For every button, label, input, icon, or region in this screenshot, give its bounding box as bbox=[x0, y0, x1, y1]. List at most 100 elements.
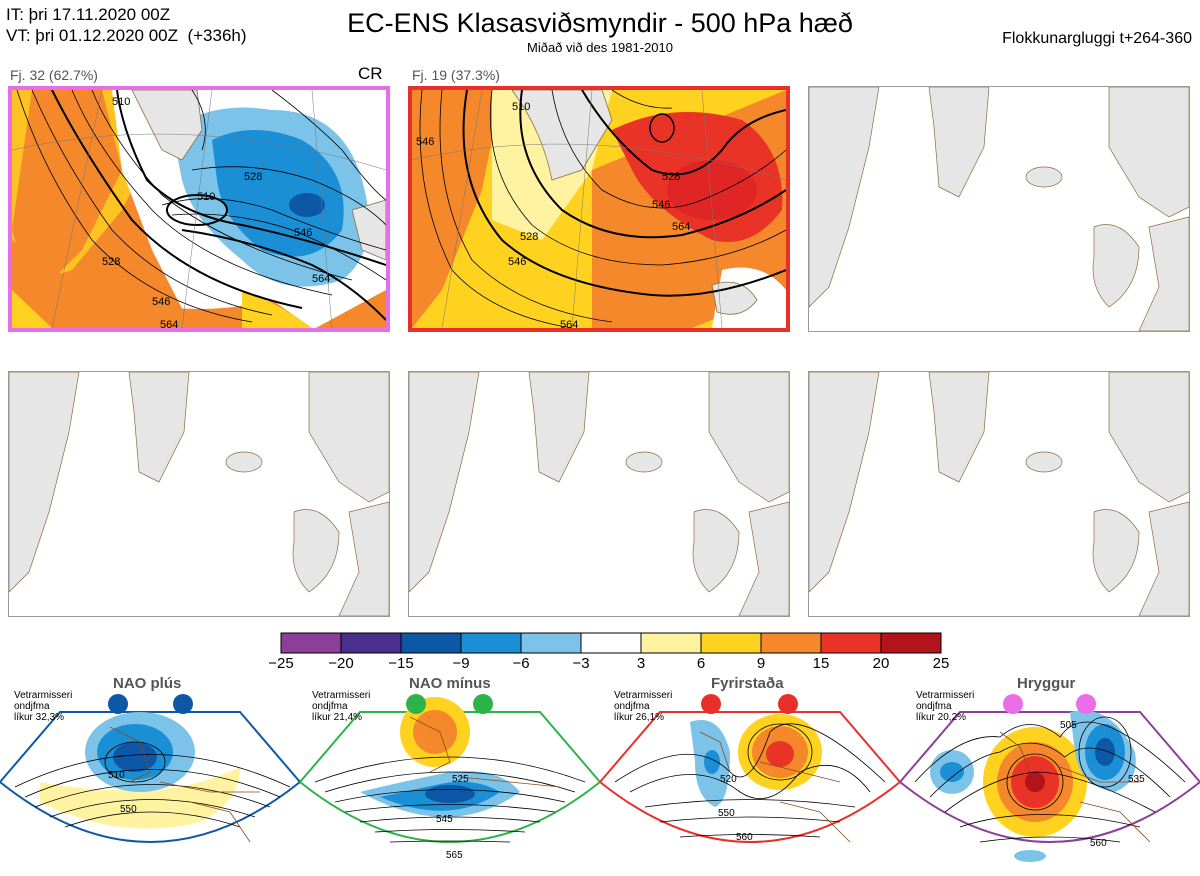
regime-map-3: 520 550 560 bbox=[598, 694, 902, 843]
regime-meta-line: líkur 32,3% bbox=[14, 712, 65, 723]
colorbar-cell bbox=[640, 632, 702, 654]
regime-title: Fyrirstaða bbox=[711, 675, 784, 692]
contour-label: 564 bbox=[160, 319, 178, 328]
regime-meta: Vetrarmisseri ondjfma líkur 21,4% bbox=[312, 690, 370, 723]
cluster-map-panel-3[interactable] bbox=[808, 86, 1190, 332]
cluster-map-panel-1[interactable]: 510 528 546 564 528 546 564 510 bbox=[8, 86, 390, 332]
colorbar-tick-label: −3 bbox=[572, 655, 590, 672]
isoline-label: 565 bbox=[446, 850, 463, 861]
isoline-label: 550 bbox=[718, 808, 735, 819]
contour-label: 546 bbox=[152, 296, 170, 308]
regime-blocking[interactable]: 520 550 560 Fyrirstaða Vetrarmisseri ond… bbox=[598, 672, 902, 871]
regime-meta-line: ondjfma bbox=[614, 701, 650, 712]
regime-nao-minus[interactable]: 525 545 565 NAO mínus Vetrarmisseri ondj… bbox=[298, 672, 602, 871]
contour-label: 564 bbox=[560, 319, 578, 328]
colorbar-cell bbox=[820, 632, 882, 654]
cluster-map-panel-5[interactable] bbox=[408, 371, 790, 617]
regime-title: NAO plús bbox=[113, 675, 182, 692]
contour-label: 528 bbox=[662, 171, 680, 183]
isoline-label: 560 bbox=[736, 832, 753, 843]
contour-label: 510 bbox=[197, 191, 215, 203]
isoline-label: 505 bbox=[1060, 720, 1077, 731]
page-title: EC-ENS Klasasviðsmyndir - 500 hPa hæð bbox=[347, 8, 853, 38]
cluster-map-panel-2[interactable]: 546 528 546 564 510 528 546 564 bbox=[408, 86, 790, 332]
colorbar-cell bbox=[580, 632, 642, 654]
contour-label: 528 bbox=[244, 171, 262, 183]
isoline-label: 520 bbox=[720, 774, 737, 785]
regime-ridge[interactable]: 505 535 560 Hryggur Vetrarmisseri ondjfm… bbox=[898, 672, 1200, 871]
page-subtitle: Miðað við des 1981-2010 bbox=[527, 40, 673, 55]
colorbar-tick-label: −9 bbox=[452, 655, 470, 672]
regime-dot-1 bbox=[406, 694, 426, 714]
colorbar-tick-label: 3 bbox=[636, 655, 646, 672]
regime-dot-1 bbox=[1003, 694, 1023, 714]
regime-meta: Vetrarmisseri ondjfma líkur 26,1% bbox=[614, 690, 672, 723]
regime-dot-1 bbox=[701, 694, 721, 714]
contour-label: 546 bbox=[294, 227, 312, 239]
empty-map-3 bbox=[809, 87, 1189, 331]
colorbar-tick-label: −6 bbox=[512, 655, 530, 672]
colorbar-cell bbox=[400, 632, 462, 654]
regime-title: NAO mínus bbox=[409, 675, 491, 692]
regime-dot-2 bbox=[1076, 694, 1096, 714]
contour-label: 528 bbox=[102, 256, 120, 268]
regime-meta: Vetrarmisseri ondjfma líkur 20,2% bbox=[916, 690, 974, 723]
regime-nao-plus[interactable]: 510 550 NAO plús Vetrarmisseri ondjfma l… bbox=[0, 672, 302, 871]
colorbar bbox=[280, 632, 942, 654]
regime-dot-2 bbox=[778, 694, 798, 714]
it-line: IT: þri 17.11.2020 00Z bbox=[6, 5, 171, 24]
cluster-map-1: 510 528 546 564 528 546 564 510 bbox=[12, 90, 386, 328]
contour-label: 564 bbox=[672, 221, 690, 233]
colorbar-tick-label: 9 bbox=[756, 655, 766, 672]
regime-meta-line: Vetrarmisseri bbox=[916, 690, 975, 701]
classification-window: Flokkunargluggi t+264-360 bbox=[1002, 30, 1192, 47]
colorbar-cell bbox=[760, 632, 822, 654]
isoline-label: 535 bbox=[1128, 774, 1145, 785]
contour-label: 546 bbox=[508, 256, 526, 268]
isoline-label: 525 bbox=[452, 774, 469, 785]
regime-map-2: 525 545 565 bbox=[298, 694, 602, 861]
cluster-map-panel-6[interactable] bbox=[808, 371, 1190, 617]
colorbar-cell bbox=[340, 632, 402, 654]
colorbar-tick-label: −20 bbox=[328, 655, 354, 672]
regime-dot-1 bbox=[108, 694, 128, 714]
panel-1-tag: CR bbox=[358, 64, 383, 83]
colorbar-tick-label: 25 bbox=[932, 655, 950, 672]
regime-meta-line: ondjfma bbox=[916, 701, 952, 712]
regime-dot-2 bbox=[173, 694, 193, 714]
empty-map-4 bbox=[9, 372, 389, 616]
contour-label: 510 bbox=[112, 96, 130, 108]
regime-meta-line: Vetrarmisseri bbox=[614, 690, 673, 701]
regime-meta: Vetrarmisseri ondjfma líkur 32,3% bbox=[14, 690, 72, 723]
colorbar-cell bbox=[460, 632, 522, 654]
colorbar-tick-label: −25 bbox=[268, 655, 294, 672]
colorbar-tick-label: 6 bbox=[696, 655, 706, 672]
contour-label: 510 bbox=[512, 101, 530, 113]
cluster-map-panel-4[interactable] bbox=[8, 371, 390, 617]
contour-label: 546 bbox=[416, 136, 434, 148]
empty-map-6 bbox=[809, 372, 1189, 616]
panel-2-label: Fj. 19 (37.3%) bbox=[412, 67, 500, 83]
isoline-label: 560 bbox=[1090, 838, 1107, 849]
regime-dot-2 bbox=[473, 694, 493, 714]
empty-map-5 bbox=[409, 372, 789, 616]
regime-map-1: 510 550 bbox=[0, 694, 302, 843]
colorbar-tick-label: −15 bbox=[388, 655, 414, 672]
vt-line: VT: þri 01.12.2020 00Z (+336h) bbox=[6, 26, 247, 45]
regime-map-4: 505 535 560 bbox=[898, 694, 1200, 862]
regime-meta-line: líkur 20,2% bbox=[916, 712, 967, 723]
colorbar-cell bbox=[520, 632, 582, 654]
regime-meta-line: líkur 26,1% bbox=[614, 712, 665, 723]
isoline-label: 545 bbox=[436, 814, 453, 825]
regime-title: Hryggur bbox=[1017, 675, 1076, 692]
colorbar-cell bbox=[880, 632, 942, 654]
panel-1-label: Fj. 32 (62.7%) bbox=[10, 67, 98, 83]
colorbar-tick-label: 15 bbox=[812, 655, 830, 672]
contour-label: 546 bbox=[652, 199, 670, 211]
regime-meta-line: líkur 21,4% bbox=[312, 712, 363, 723]
cluster-map-2: 546 528 546 564 510 528 546 564 bbox=[412, 90, 786, 328]
isoline-label: 510 bbox=[108, 770, 125, 781]
regime-meta-line: Vetrarmisseri bbox=[14, 690, 73, 701]
isoline-label: 550 bbox=[120, 804, 137, 815]
regime-meta-line: ondjfma bbox=[312, 701, 348, 712]
